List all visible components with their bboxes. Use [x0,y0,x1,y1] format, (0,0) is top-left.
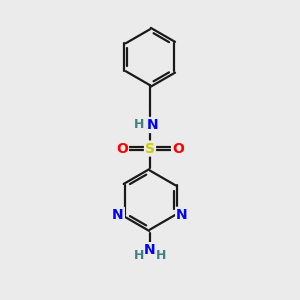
Text: O: O [172,142,184,155]
Text: N: N [176,208,188,222]
Text: H: H [156,249,166,262]
Text: N: N [144,243,156,257]
Text: H: H [134,249,144,262]
Text: N: N [112,208,124,222]
Text: N: N [147,118,159,132]
Text: S: S [145,142,155,155]
Text: O: O [116,142,128,155]
Text: H: H [134,118,144,131]
